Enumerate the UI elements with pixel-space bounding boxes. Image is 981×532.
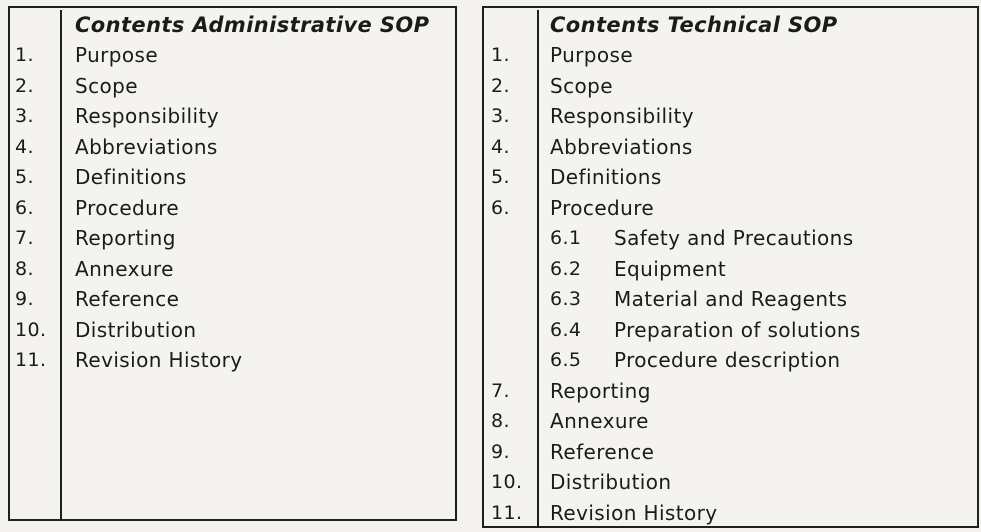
item-number: 10. bbox=[491, 471, 523, 494]
item-label: Distribution bbox=[550, 470, 672, 495]
toc-row: 7. Reporting bbox=[10, 223, 455, 254]
item-number: 2. bbox=[491, 74, 510, 97]
item-number: 3. bbox=[491, 105, 510, 128]
toc-row: 6. Procedure bbox=[484, 192, 977, 223]
subitem-label: Procedure description bbox=[614, 348, 841, 373]
subitem-number: 6.1 bbox=[550, 227, 582, 250]
item-label: Purpose bbox=[75, 43, 159, 68]
toc-row: 10. Distribution bbox=[10, 314, 455, 345]
item-label: Reference bbox=[75, 287, 180, 312]
item-label: Procedure bbox=[550, 195, 655, 220]
item-number: 11. bbox=[15, 349, 47, 372]
toc-row: 2. Scope bbox=[484, 70, 977, 101]
toc-row: 3. Responsibility bbox=[10, 101, 455, 132]
item-label: Purpose bbox=[550, 43, 634, 68]
number-column-header-cell bbox=[10, 10, 62, 40]
subitem-number: 6.4 bbox=[550, 318, 582, 341]
item-number: 11. bbox=[491, 501, 523, 524]
toc-row: 6. Procedure bbox=[10, 192, 455, 223]
toc-row: 9. Reference bbox=[484, 436, 977, 467]
item-number: 7. bbox=[491, 379, 510, 402]
item-label: Revision History bbox=[75, 348, 243, 373]
toc-subrow: 6.5 Procedure description bbox=[484, 345, 977, 376]
technical-sop-title: Contents Technical SOP bbox=[550, 13, 838, 37]
item-label: Revision History bbox=[550, 500, 718, 525]
subitem-label: Equipment bbox=[614, 256, 727, 281]
item-label: Responsibility bbox=[75, 104, 219, 129]
toc-row: 9. Reference bbox=[10, 284, 455, 315]
item-number: 4. bbox=[491, 135, 510, 158]
toc-row: 8. Annexure bbox=[484, 406, 977, 437]
item-label: Definitions bbox=[550, 165, 662, 190]
subitem-label: Preparation of solutions bbox=[614, 317, 861, 342]
toc-row: 5. Definitions bbox=[484, 162, 977, 193]
item-number: 8. bbox=[491, 410, 510, 433]
number-column-header-cell bbox=[484, 10, 539, 40]
item-label: Scope bbox=[75, 73, 138, 98]
toc-subrow: 6.3 Material and Reagents bbox=[484, 284, 977, 315]
toc-row: 11. Revision History bbox=[484, 497, 977, 526]
item-number: 5. bbox=[491, 166, 510, 189]
item-label: Distribution bbox=[75, 317, 197, 342]
toc-row: 1. Purpose bbox=[10, 40, 455, 71]
toc-row: 7. Reporting bbox=[484, 375, 977, 406]
item-label: Scope bbox=[550, 73, 613, 98]
toc-row: 11. Revision History bbox=[10, 345, 455, 376]
technical-sop-panel: Contents Technical SOP 1. Purpose 2. Sco… bbox=[482, 6, 979, 528]
toc-subrow: 6.1 Safety and Precautions bbox=[484, 223, 977, 254]
item-label: Reporting bbox=[75, 226, 176, 251]
toc-row: 4. Abbreviations bbox=[484, 131, 977, 162]
subitem-number: 6.3 bbox=[550, 288, 582, 311]
administrative-sop-panel: Contents Administrative SOP 1. Purpose 2… bbox=[8, 6, 457, 521]
item-number: 1. bbox=[491, 44, 510, 67]
toc-subrow: 6.4 Preparation of solutions bbox=[484, 314, 977, 345]
toc-row: 5. Definitions bbox=[10, 162, 455, 193]
item-number: 5. bbox=[15, 166, 34, 189]
item-number: 8. bbox=[15, 257, 34, 280]
item-number: 2. bbox=[15, 74, 34, 97]
empty-space-row bbox=[10, 375, 455, 519]
item-number: 7. bbox=[15, 227, 34, 250]
item-number: 10. bbox=[15, 318, 47, 341]
item-label: Abbreviations bbox=[550, 134, 693, 159]
item-number: 9. bbox=[15, 288, 34, 311]
panel-title-row: Contents Technical SOP bbox=[484, 10, 977, 40]
toc-row: 2. Scope bbox=[10, 70, 455, 101]
toc-row: 1. Purpose bbox=[484, 40, 977, 71]
item-label: Responsibility bbox=[550, 104, 694, 129]
item-number: 4. bbox=[15, 135, 34, 158]
item-label: Reference bbox=[550, 439, 655, 464]
subitem-label: Material and Reagents bbox=[614, 287, 848, 312]
item-label: Procedure bbox=[75, 195, 180, 220]
item-label: Annexure bbox=[550, 409, 649, 434]
toc-row: 8. Annexure bbox=[10, 253, 455, 284]
item-number: 3. bbox=[15, 105, 34, 128]
toc-row: 10. Distribution bbox=[484, 467, 977, 498]
toc-row: 3. Responsibility bbox=[484, 101, 977, 132]
item-label: Abbreviations bbox=[75, 134, 218, 159]
toc-row: 4. Abbreviations bbox=[10, 131, 455, 162]
item-label: Definitions bbox=[75, 165, 187, 190]
item-number: 6. bbox=[15, 196, 34, 219]
item-number: 9. bbox=[491, 440, 510, 463]
subitem-label: Safety and Precautions bbox=[614, 226, 854, 251]
item-label: Annexure bbox=[75, 256, 174, 281]
administrative-sop-title: Contents Administrative SOP bbox=[75, 13, 430, 37]
item-number: 1. bbox=[15, 44, 34, 67]
item-number: 6. bbox=[491, 196, 510, 219]
subitem-number: 6.2 bbox=[550, 257, 582, 280]
toc-subrow: 6.2 Equipment bbox=[484, 253, 977, 284]
panel-title-row: Contents Administrative SOP bbox=[10, 10, 455, 40]
subitem-number: 6.5 bbox=[550, 349, 582, 372]
item-label: Reporting bbox=[550, 378, 651, 403]
